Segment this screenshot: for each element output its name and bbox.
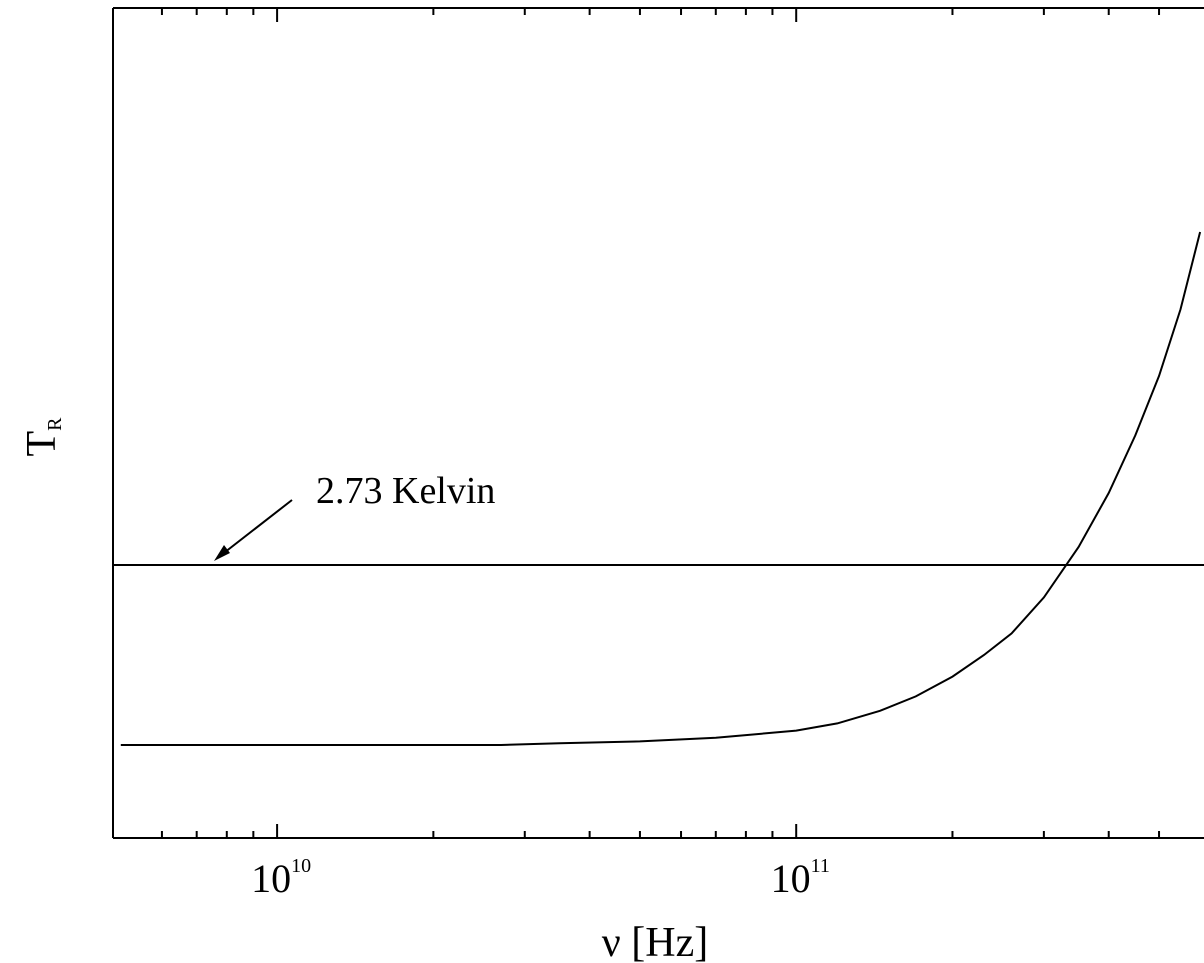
x-tick-label-exponent: 11	[811, 855, 830, 877]
x-tick-label: 1010	[251, 855, 311, 901]
x-tick-label-exponent: 10	[291, 855, 311, 877]
x-tick-label-base: 10	[251, 856, 291, 901]
y-axis-label-symbol: T	[19, 431, 65, 457]
x-axis-label-symbol: ν	[602, 920, 632, 963]
series-group	[120, 231, 1202, 746]
reference-line-label: 2.73 Kelvin	[316, 470, 495, 512]
annotation-arrow-head	[214, 545, 230, 561]
x-axis-label: ν [Hz]	[602, 920, 708, 963]
plot-frame	[112, 7, 1204, 839]
x-tick-label-base: 10	[771, 856, 811, 901]
y-axis-label-subscript: R	[44, 417, 66, 431]
y-axis-label: TR	[19, 417, 66, 457]
axis-labels: ν [Hz] TR	[19, 417, 708, 963]
annotation-arrow-shaft	[219, 499, 293, 557]
series-line	[120, 231, 1202, 746]
x-ticks: 1010 1011	[160, 8, 1161, 901]
x-tick-label: 1011	[771, 855, 830, 901]
x-axis-label-unit: [Hz]	[631, 920, 708, 963]
reference-line-group: 2.73 Kelvin	[113, 470, 1204, 566]
